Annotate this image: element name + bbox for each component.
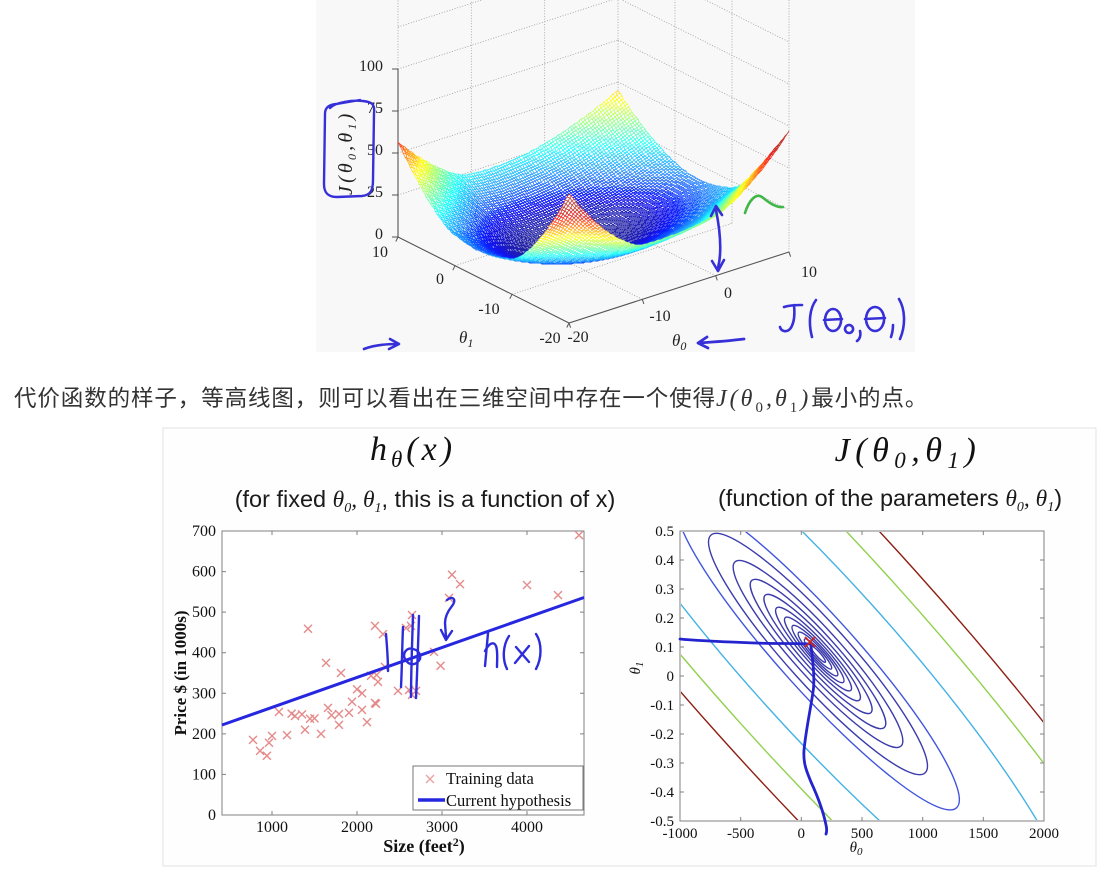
svg-text:0.1: 0.1	[655, 640, 674, 656]
svg-text:Size (feet2): Size (feet2)	[383, 835, 464, 857]
svg-text:2000: 2000	[1029, 826, 1059, 842]
svg-text:-0.3: -0.3	[650, 756, 674, 772]
svg-text:10: 10	[801, 264, 817, 281]
svg-text:100: 100	[192, 766, 216, 783]
svg-text:0.4: 0.4	[655, 553, 674, 569]
svg-text:-10: -10	[478, 301, 499, 318]
svg-text:100: 100	[359, 58, 383, 75]
svg-text:10: 10	[372, 244, 388, 261]
svg-text:500: 500	[192, 604, 216, 621]
svg-text:200: 200	[192, 726, 216, 743]
svg-text:-0.1: -0.1	[650, 698, 674, 714]
svg-text:0.3: 0.3	[655, 582, 674, 598]
svg-text:0.2: 0.2	[655, 611, 674, 627]
svg-text:500: 500	[851, 826, 874, 842]
svg-text:-10: -10	[649, 308, 670, 325]
svg-text:Training data: Training data	[446, 769, 535, 788]
svg-text:-1000: -1000	[663, 826, 698, 842]
svg-text:400: 400	[192, 645, 216, 662]
svg-text:600: 600	[192, 564, 216, 581]
svg-text:0: 0	[798, 826, 806, 842]
svg-text:(function of the parameters θ0: (function of the parameters θ0, θ1)	[718, 485, 1062, 515]
svg-text:1000: 1000	[908, 826, 938, 842]
svg-text:-20: -20	[539, 330, 560, 347]
svg-text:-0.4: -0.4	[650, 785, 674, 801]
svg-text:-20: -20	[567, 329, 588, 346]
svg-text:0: 0	[667, 669, 675, 685]
svg-text:50: 50	[367, 142, 383, 159]
svg-text:3000: 3000	[426, 819, 458, 836]
svg-text:0: 0	[436, 271, 444, 288]
svg-text:-500: -500	[727, 826, 755, 842]
svg-text:(for fixed θ0, θ1, this is a f: (for fixed θ0, θ1, this is a function of…	[235, 486, 616, 516]
svg-text:1500: 1500	[968, 826, 998, 842]
svg-text:Price $ (in 1000s): Price $ (in 1000s)	[171, 610, 190, 735]
svg-text:hθ(x): hθ(x)	[370, 431, 456, 472]
svg-text:Current hypothesis: Current hypothesis	[446, 791, 571, 810]
svg-text:4000: 4000	[511, 819, 543, 836]
svg-text:-0.2: -0.2	[650, 727, 674, 743]
svg-text:2000: 2000	[341, 819, 373, 836]
svg-text:0: 0	[724, 285, 732, 302]
svg-text:300: 300	[192, 685, 216, 702]
svg-text:0.5: 0.5	[655, 524, 674, 540]
svg-text:700: 700	[192, 523, 216, 540]
svg-text:0: 0	[375, 226, 383, 243]
svg-text:1000: 1000	[256, 819, 288, 836]
svg-text:-0.5: -0.5	[650, 814, 674, 830]
svg-text:0: 0	[208, 807, 216, 824]
